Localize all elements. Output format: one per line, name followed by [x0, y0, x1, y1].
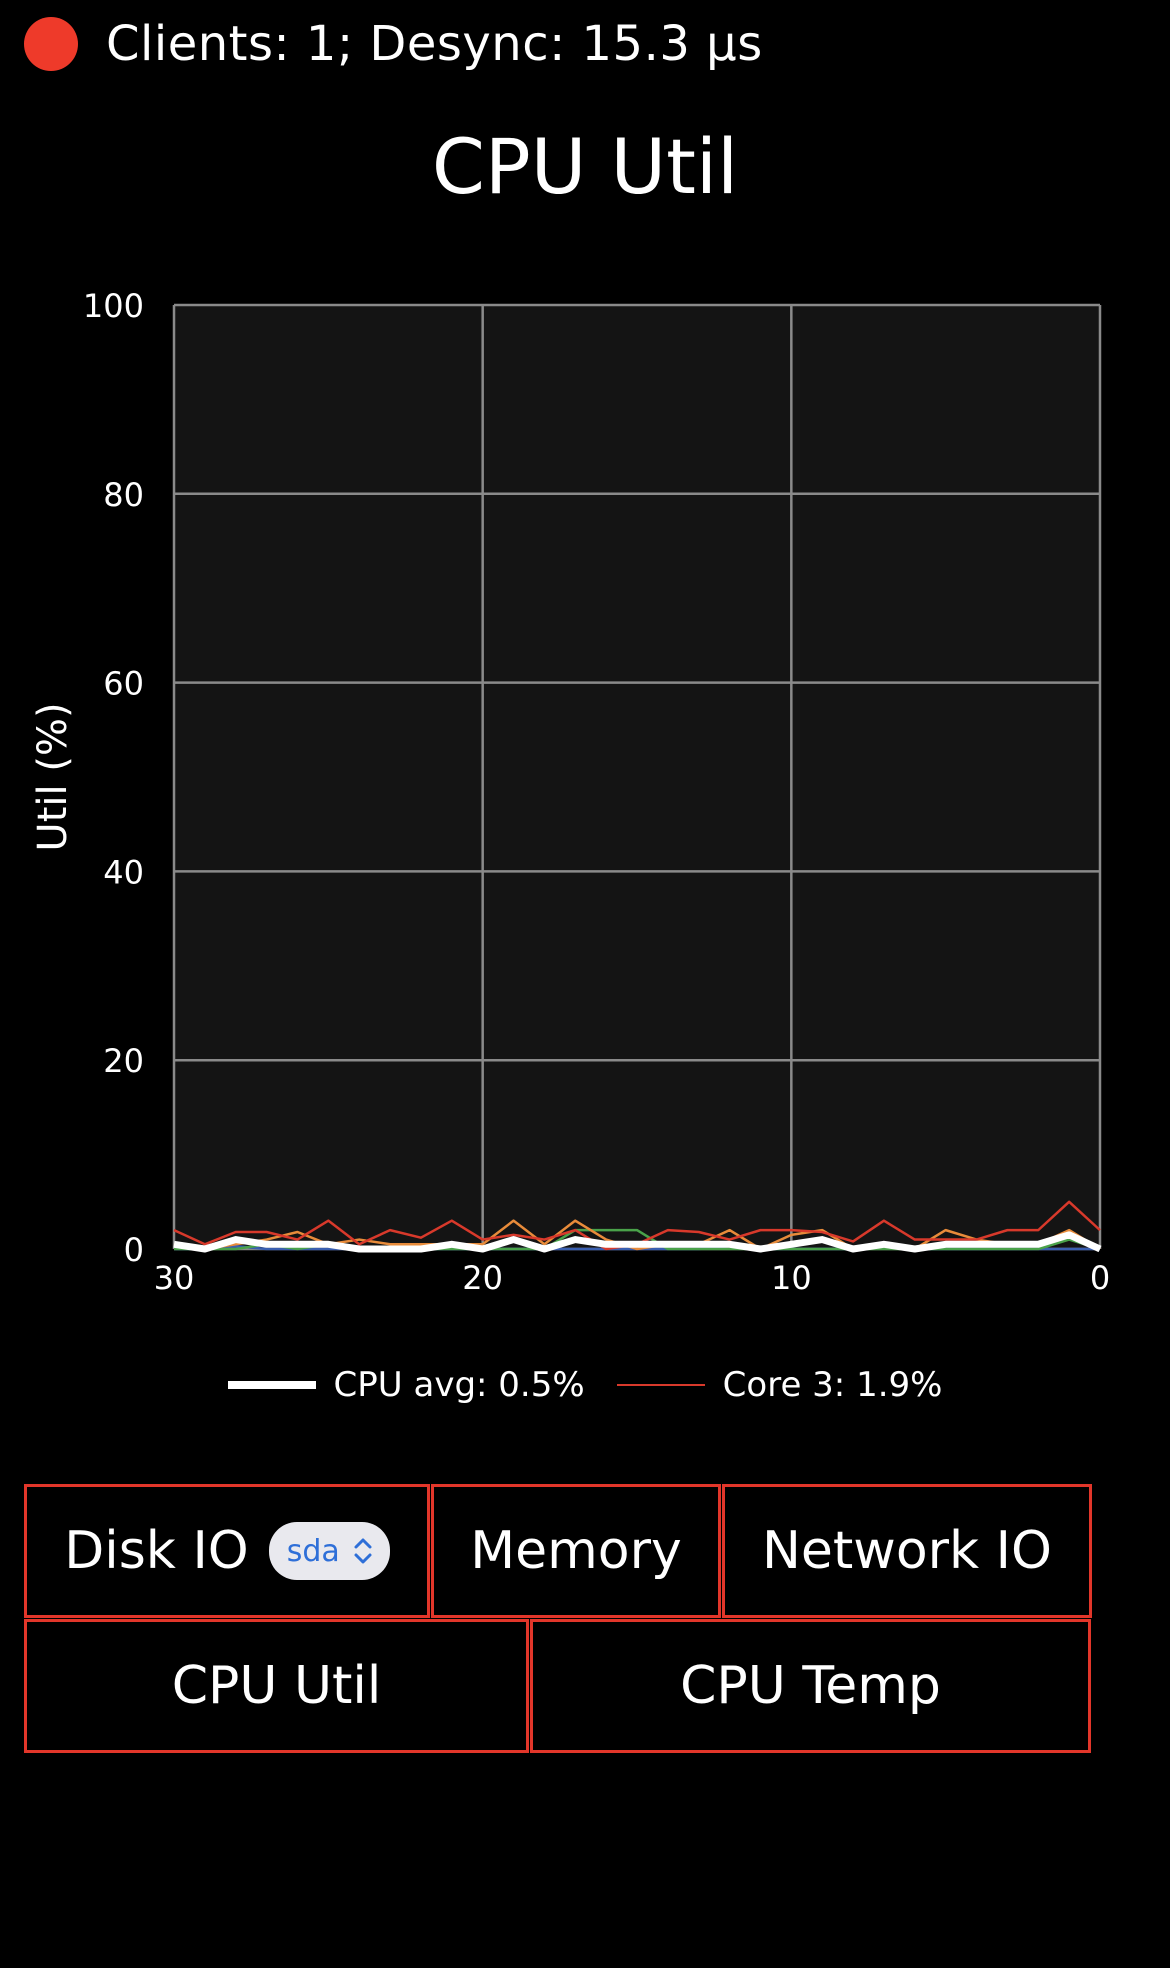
tab-cpu-temp-label: CPU Temp	[680, 1656, 941, 1716]
tab-cpu-util-label: CPU Util	[171, 1656, 382, 1716]
y-tick-label: 80	[103, 476, 144, 514]
y-tick-label: 20	[103, 1042, 144, 1080]
x-tick-label: 20	[462, 1259, 503, 1297]
tab-memory[interactable]: Memory	[431, 1484, 721, 1618]
tab-disk-io-label: Disk IO	[64, 1521, 249, 1581]
view-tabs: Disk IO sda Memory Network IO CPU Util C…	[24, 1484, 1092, 1753]
legend-item-core-3: Core 3: 1.9%	[616, 1365, 943, 1405]
legend-label-core-3: Core 3: 1.9%	[722, 1365, 943, 1405]
y-axis-label: Util (%)	[30, 702, 76, 851]
legend-swatch-core-3	[616, 1384, 705, 1386]
tab-row-2: CPU Util CPU Temp	[24, 1619, 1092, 1753]
legend-item-cpu-avg: CPU avg: 0.5%	[227, 1365, 585, 1405]
tab-network-io[interactable]: Network IO	[722, 1484, 1092, 1618]
tab-network-io-label: Network IO	[762, 1521, 1052, 1581]
y-tick-label: 100	[83, 287, 144, 325]
status-text: Clients: 1; Desync: 15.3 µs	[106, 16, 763, 72]
y-tick-label: 0	[124, 1231, 144, 1269]
tab-row-1: Disk IO sda Memory Network IO	[24, 1484, 1092, 1618]
x-tick-label: 10	[771, 1259, 812, 1297]
tab-cpu-util[interactable]: CPU Util	[24, 1619, 529, 1753]
page-title: CPU Util	[431, 122, 739, 211]
status-bar: Clients: 1; Desync: 15.3 µs	[24, 12, 763, 76]
tab-disk-io[interactable]: Disk IO sda	[24, 1484, 430, 1618]
x-tick-label: 0	[1090, 1259, 1110, 1297]
chart-legend: CPU avg: 0.5% Core 3: 1.9%	[0, 1365, 1170, 1405]
y-tick-label: 60	[103, 665, 144, 703]
legend-label-cpu-avg: CPU avg: 0.5%	[333, 1365, 585, 1405]
connection-status-indicator	[24, 17, 78, 71]
series-line-0	[173, 1231, 1102, 1253]
x-tick-label: 30	[154, 1259, 195, 1297]
chevron-up-down-icon	[352, 1536, 374, 1566]
tab-memory-label: Memory	[470, 1521, 682, 1581]
disk-select-value: sda	[286, 1533, 340, 1569]
disk-select[interactable]: sda	[268, 1522, 390, 1580]
tab-cpu-temp[interactable]: CPU Temp	[530, 1619, 1091, 1753]
legend-swatch-cpu-avg	[227, 1381, 316, 1389]
y-tick-label: 40	[103, 853, 144, 891]
plot-area	[174, 305, 1100, 1249]
